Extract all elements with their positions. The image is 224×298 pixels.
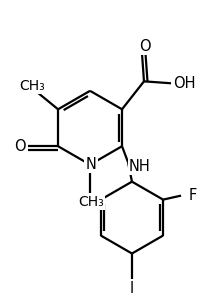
Text: CH₃: CH₃	[78, 195, 104, 209]
Text: O: O	[14, 139, 26, 154]
Text: CH₃: CH₃	[19, 79, 45, 93]
Text: N: N	[86, 157, 97, 172]
Text: O: O	[139, 39, 151, 54]
Text: I: I	[130, 281, 134, 296]
Text: NH: NH	[129, 159, 151, 174]
Text: F: F	[189, 188, 197, 203]
Text: OH: OH	[173, 76, 195, 91]
